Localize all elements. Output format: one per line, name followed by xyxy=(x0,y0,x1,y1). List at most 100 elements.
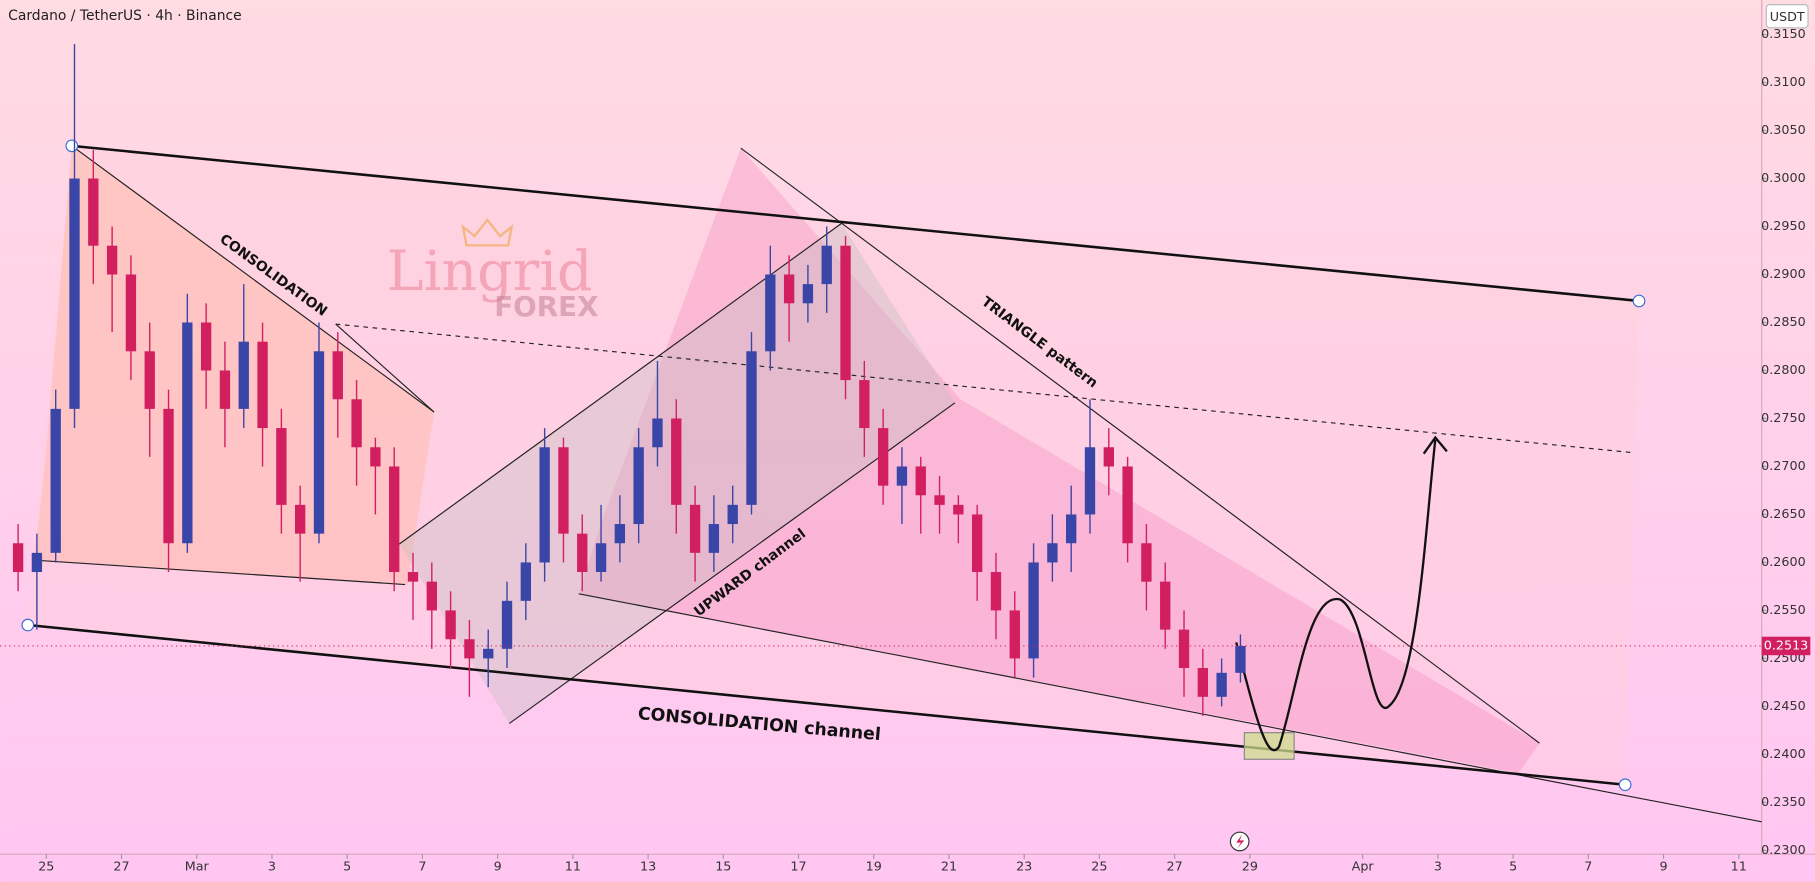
candle-body xyxy=(445,610,456,640)
anchor[interactable] xyxy=(1632,294,1646,308)
candle-body xyxy=(182,322,193,544)
candle-body xyxy=(1028,562,1039,659)
y-tick-label: 0.2600 xyxy=(1761,555,1806,570)
y-tick-label: 0.3150 xyxy=(1761,27,1806,42)
x-tick-label: 3 xyxy=(268,859,276,874)
consolidation-area xyxy=(34,145,435,585)
event-icon-bolt xyxy=(1236,834,1245,849)
candle-body xyxy=(1197,668,1208,697)
x-tick-label: 9 xyxy=(494,859,502,874)
consolidation-line xyxy=(34,559,406,586)
candle-body xyxy=(464,639,475,659)
candle-body xyxy=(727,504,738,525)
y-tick-label: 0.2900 xyxy=(1761,267,1806,282)
candle-body xyxy=(294,504,306,534)
candle-body xyxy=(614,524,626,544)
candle-body xyxy=(877,428,889,486)
candle-body xyxy=(1066,514,1077,544)
x-tick-label: 5 xyxy=(1509,859,1517,874)
x-tick-label: 27 xyxy=(1167,859,1183,874)
x-tick-label: 29 xyxy=(1242,859,1258,874)
candle-body xyxy=(407,572,419,582)
candle-body xyxy=(238,341,249,409)
candle-body xyxy=(12,543,24,573)
candle-body xyxy=(200,322,212,371)
last-price-label: 0.2513 xyxy=(1764,638,1809,653)
candle-body xyxy=(1047,543,1058,563)
candle-body xyxy=(558,447,569,534)
candle-body xyxy=(520,562,532,601)
projection-arrow xyxy=(1422,435,1448,455)
anchor[interactable] xyxy=(21,618,35,632)
candle-body xyxy=(426,581,437,611)
candle-body xyxy=(1084,447,1096,515)
candle-body xyxy=(106,245,118,275)
candle-body xyxy=(257,341,268,429)
triangle-line xyxy=(740,147,1540,744)
x-tick-label: 11 xyxy=(565,859,581,874)
candle-body xyxy=(1103,447,1114,467)
candle-body xyxy=(483,648,494,659)
candle-body xyxy=(1235,645,1246,673)
candle-body xyxy=(163,408,174,544)
x-tick-label: Mar xyxy=(185,859,210,874)
consolidation-line xyxy=(71,145,435,413)
candle-body xyxy=(746,351,757,505)
y-tick-label: 0.2950 xyxy=(1761,219,1806,234)
x-tick-label: 9 xyxy=(1660,859,1668,874)
resistance-line xyxy=(335,323,1633,454)
candle-body xyxy=(1141,543,1152,582)
y-tick-label: 0.2350 xyxy=(1761,795,1806,810)
y-tick-label: 0.3100 xyxy=(1761,75,1806,90)
candle-body xyxy=(501,600,513,649)
last-price-tag xyxy=(1761,636,1811,656)
candles xyxy=(12,44,1246,717)
candle-body xyxy=(125,274,137,352)
candle-body xyxy=(708,524,720,553)
candle-body xyxy=(219,370,231,409)
x-tick-label: 25 xyxy=(38,859,54,874)
x-tick-label: 3 xyxy=(1434,859,1442,874)
x-tick-label: 15 xyxy=(715,859,731,874)
candle-body xyxy=(276,428,287,505)
candle-body xyxy=(595,543,607,573)
y-tick-label: 0.2850 xyxy=(1761,315,1806,330)
candle-body xyxy=(840,245,851,381)
candle-body xyxy=(971,514,983,573)
x-tick-label: 27 xyxy=(113,859,129,874)
candle-body xyxy=(915,466,926,496)
currency-box[interactable] xyxy=(1765,4,1809,29)
drawings xyxy=(21,139,1762,852)
x-tick-label: 7 xyxy=(418,859,426,874)
y-tick-label: 0.2550 xyxy=(1761,603,1806,618)
x-tick-label: 23 xyxy=(1016,859,1032,874)
candle-body xyxy=(652,418,663,448)
x-tick-label: Apr xyxy=(1352,859,1375,874)
x-tick-label: 17 xyxy=(790,859,806,874)
chart-title: Cardano / TetherUS · 4h · Binance xyxy=(8,8,242,24)
candle-body xyxy=(1178,629,1190,669)
x-tick-label: 13 xyxy=(640,859,656,874)
triangle-area xyxy=(578,148,1540,774)
candle-body xyxy=(990,572,1002,611)
projection-path xyxy=(1235,439,1437,752)
y-tick-label: 0.2700 xyxy=(1761,459,1806,474)
candle-body xyxy=(802,284,814,304)
candle-body xyxy=(370,447,381,467)
y-tick-label: 0.2800 xyxy=(1761,363,1806,378)
channel-area xyxy=(27,145,1640,785)
y-tick-label: 0.2650 xyxy=(1761,507,1806,522)
currency-label: USDT xyxy=(1770,10,1805,25)
triangle-line xyxy=(578,593,1762,823)
anchor[interactable] xyxy=(65,139,79,153)
channel-line xyxy=(27,623,1626,787)
anchor[interactable] xyxy=(1618,778,1632,792)
y-tick-label: 0.3050 xyxy=(1761,123,1806,138)
y-tick-label: 0.3000 xyxy=(1761,171,1806,186)
consolidation-line xyxy=(335,323,435,413)
candle-body xyxy=(332,351,343,400)
candle-body xyxy=(1160,581,1171,630)
candle-body xyxy=(1122,466,1133,544)
